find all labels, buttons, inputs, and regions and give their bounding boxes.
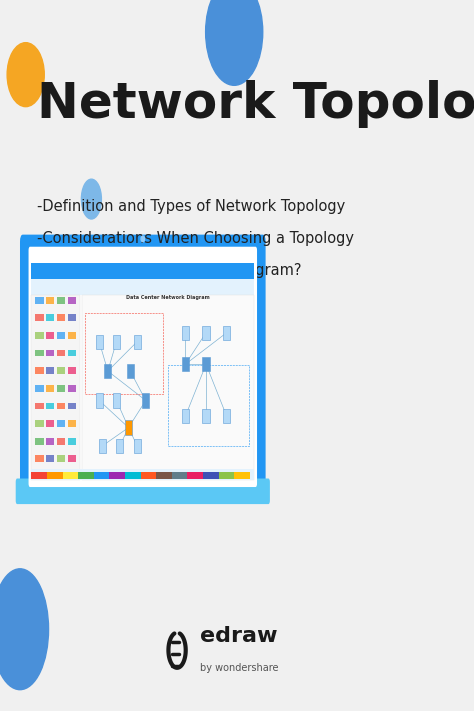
Bar	[109, 471, 125, 479]
Bar	[223, 326, 230, 340]
Bar	[68, 332, 76, 339]
Bar	[223, 409, 230, 423]
Bar	[36, 456, 44, 462]
Bar	[125, 420, 132, 434]
Bar	[68, 350, 76, 356]
Bar	[202, 326, 210, 340]
Bar	[156, 471, 172, 479]
Bar	[46, 332, 55, 339]
FancyBboxPatch shape	[16, 479, 270, 504]
Bar	[182, 357, 189, 371]
Bar	[36, 420, 44, 427]
Bar	[94, 471, 109, 479]
Bar	[46, 296, 55, 304]
Bar	[46, 314, 55, 321]
Bar	[57, 385, 65, 392]
Bar	[36, 402, 44, 410]
Ellipse shape	[0, 569, 48, 690]
Bar	[125, 471, 141, 479]
Bar	[36, 296, 44, 304]
Bar	[57, 402, 65, 410]
Bar	[31, 263, 254, 281]
Bar	[31, 279, 254, 294]
Bar	[113, 393, 120, 407]
Bar	[82, 294, 254, 480]
Bar	[57, 456, 65, 462]
Bar	[46, 385, 55, 392]
Ellipse shape	[206, 0, 263, 85]
Bar	[78, 471, 94, 479]
Bar	[57, 420, 65, 427]
Bar	[46, 368, 55, 374]
Bar	[96, 335, 103, 349]
Bar	[31, 294, 81, 480]
Bar	[57, 350, 65, 356]
Text: -Definition and Types of Network Topology: -Definition and Types of Network Topolog…	[37, 199, 346, 214]
Bar	[68, 438, 76, 444]
Ellipse shape	[141, 236, 145, 242]
Bar	[141, 471, 156, 479]
Bar	[202, 409, 210, 423]
Text: by wondershare: by wondershare	[200, 663, 278, 673]
Bar	[68, 296, 76, 304]
Bar	[46, 438, 55, 444]
Text: Data Center Network Diagram: Data Center Network Diagram	[126, 295, 210, 300]
Bar	[36, 314, 44, 321]
Bar	[57, 438, 65, 444]
Bar	[57, 368, 65, 374]
Ellipse shape	[7, 43, 44, 107]
Bar	[36, 332, 44, 339]
Bar	[47, 471, 63, 479]
Bar	[46, 402, 55, 410]
Bar	[36, 438, 44, 444]
Bar	[85, 313, 163, 394]
Bar	[127, 364, 134, 378]
Bar	[219, 471, 234, 479]
Bar	[113, 335, 120, 349]
Bar	[46, 420, 55, 427]
Bar	[134, 439, 141, 453]
Bar	[202, 357, 210, 371]
Bar	[203, 471, 219, 479]
Bar	[116, 439, 123, 453]
Bar	[57, 332, 65, 339]
Bar	[36, 385, 44, 392]
Bar	[68, 368, 76, 374]
Bar	[57, 314, 65, 321]
Bar	[234, 471, 250, 479]
Bar	[68, 456, 76, 462]
Bar	[68, 420, 76, 427]
Text: Network Topology: Network Topology	[37, 80, 474, 128]
Bar	[182, 326, 189, 340]
Bar	[96, 393, 103, 407]
Bar	[188, 471, 203, 479]
Bar	[182, 409, 189, 423]
Bar	[168, 365, 249, 446]
Bar	[134, 335, 141, 349]
Ellipse shape	[82, 179, 101, 219]
Bar	[31, 469, 254, 480]
FancyBboxPatch shape	[28, 247, 257, 487]
Text: -Considerations When Choosing a Topology: -Considerations When Choosing a Topology	[37, 231, 354, 246]
FancyBboxPatch shape	[20, 235, 265, 499]
Bar	[142, 393, 149, 407]
Bar	[172, 471, 188, 479]
Bar	[104, 364, 111, 378]
Bar	[31, 471, 47, 479]
Bar	[63, 471, 78, 479]
Bar	[68, 385, 76, 392]
Bar	[36, 350, 44, 356]
Bar	[46, 350, 55, 356]
Bar	[99, 439, 106, 453]
Bar	[68, 402, 76, 410]
Bar	[46, 456, 55, 462]
Bar	[68, 314, 76, 321]
Bar	[57, 296, 65, 304]
Text: edraw: edraw	[200, 626, 277, 646]
Bar	[36, 368, 44, 374]
Text: -How to Create a Network Diagram?: -How to Create a Network Diagram?	[37, 263, 301, 278]
